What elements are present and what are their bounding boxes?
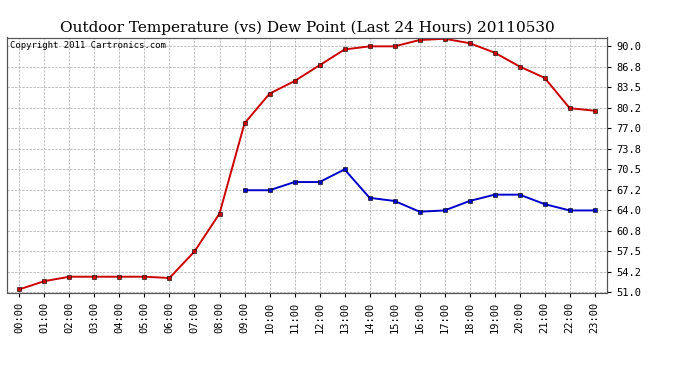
Title: Outdoor Temperature (vs) Dew Point (Last 24 Hours) 20110530: Outdoor Temperature (vs) Dew Point (Last… [59, 21, 555, 35]
Text: Copyright 2011 Cartronics.com: Copyright 2011 Cartronics.com [10, 41, 166, 50]
